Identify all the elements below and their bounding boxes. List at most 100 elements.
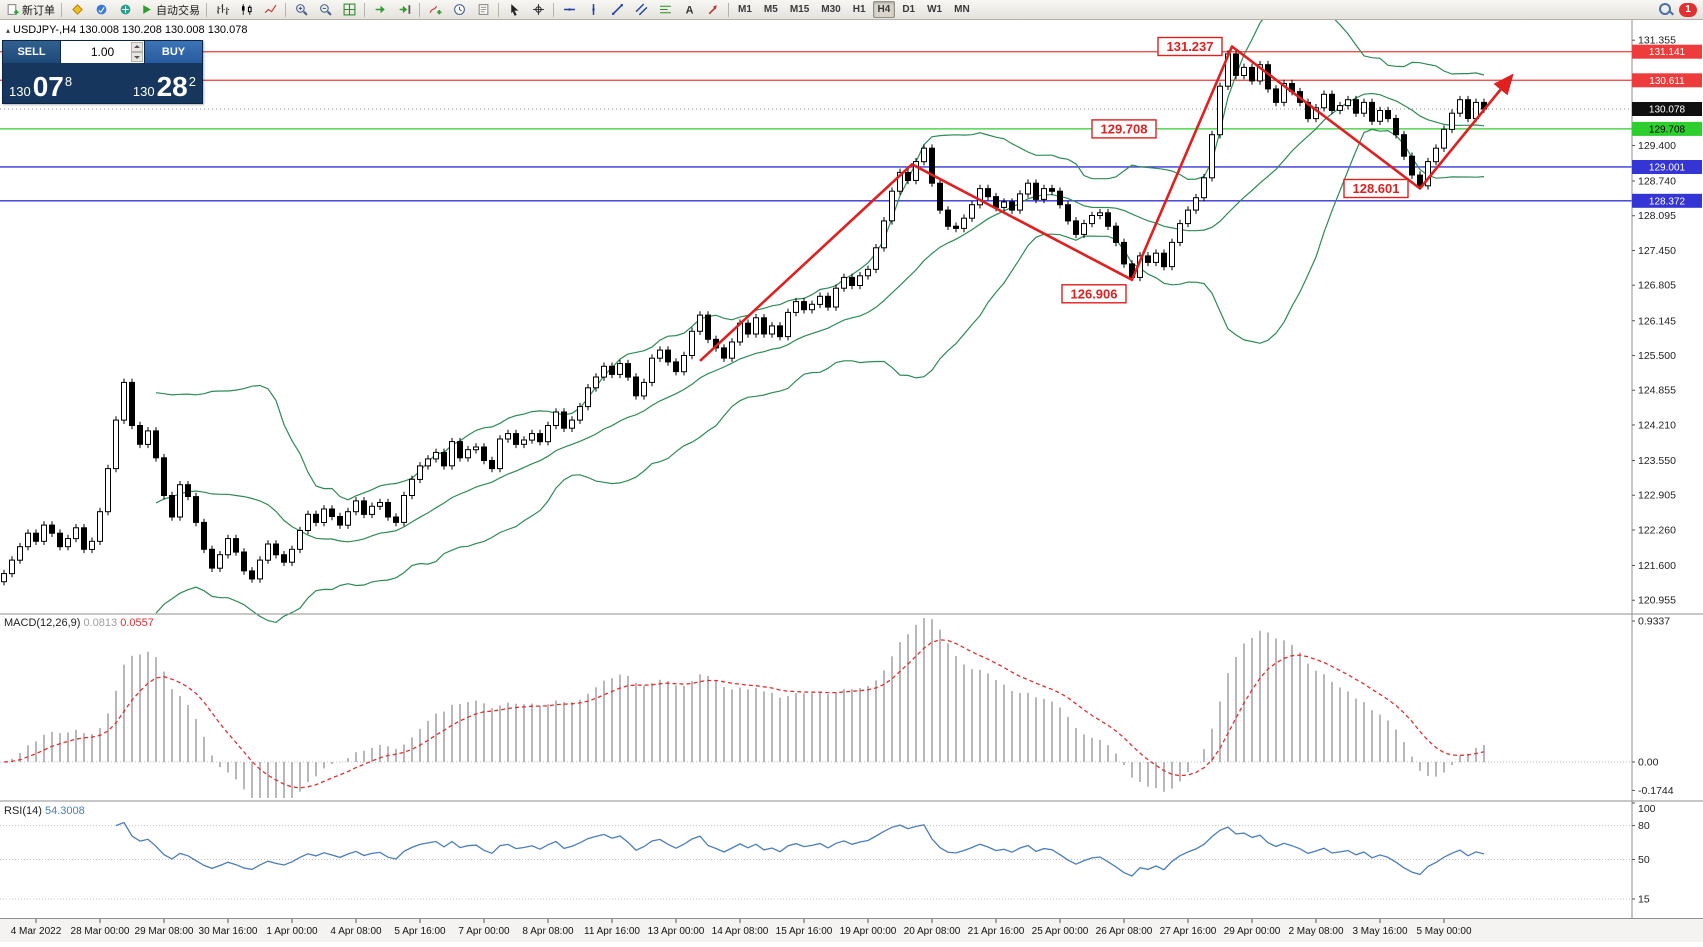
toolbar-separator (728, 2, 729, 17)
price-tick: 129.400 (1638, 140, 1676, 152)
trend-annotations: 131.237 129.708 126.906 128.601 (699, 36, 1514, 362)
auto-scroll-icon (375, 5, 385, 14)
text-label-button[interactable]: A (677, 0, 701, 20)
time-axis-labels: 4 Mar 2022 28 Mar 00:00 29 Mar 08:00 30 Mar… (11, 919, 1472, 937)
svg-text:0.00: 0.00 (1638, 757, 1659, 769)
svg-text:131.141: 131.141 (1649, 47, 1686, 58)
price-tick: 128.740 (1638, 176, 1676, 188)
zoom-out-button[interactable] (313, 0, 337, 20)
toolbar-right: 1 (1658, 2, 1700, 17)
time-tick: 28 Mar 00:00 (71, 926, 130, 937)
price-axis[interactable]: 131.355 129.400 128.740 128.095 127.450 126.8… (1631, 20, 1703, 919)
macd-signal-line (3, 639, 1485, 789)
zoom-in-button[interactable] (289, 0, 313, 20)
bar-chart-button[interactable] (210, 0, 234, 20)
time-tick: 27 Apr 16:00 (1160, 926, 1217, 937)
time-tick: 19 Apr 00:00 (840, 926, 897, 937)
cursor-button[interactable] (502, 0, 526, 20)
auto-scroll-button[interactable] (368, 0, 392, 20)
sell-button[interactable]: SELL (3, 41, 60, 63)
periods-button[interactable] (447, 0, 471, 20)
horizontal-lines (0, 51, 1632, 202)
trade-panel-prices: 130 07 8 130 28 2 (3, 63, 202, 103)
indicators-button[interactable] (423, 0, 447, 20)
cursor-icon (510, 4, 518, 16)
svg-text:129.001: 129.001 (1649, 163, 1686, 174)
trend-zigzag[interactable] (699, 45, 1421, 362)
time-tick: 3 May 16:00 (1352, 926, 1407, 937)
timeframe-h1-button[interactable]: H1 (852, 4, 866, 15)
channel-button[interactable] (629, 0, 653, 20)
time-tick: 5 Apr 16:00 (394, 926, 446, 937)
svg-text:128.372: 128.372 (1649, 196, 1686, 207)
text-icon: A (685, 4, 693, 16)
price-annotation-128.601[interactable]: 128.601 (1343, 178, 1409, 199)
autotrading-button[interactable]: 自动交易 (137, 0, 203, 20)
timeframe-w1-button[interactable]: W1 (927, 4, 943, 15)
tile-icon (343, 3, 355, 16)
svg-text:80: 80 (1638, 820, 1650, 832)
search-icon[interactable] (1658, 2, 1673, 17)
rsi-label: RSI(14) 54.3008 (4, 805, 85, 817)
toolbar-separator (553, 2, 554, 17)
timeframe-m5-button[interactable]: M5 (763, 4, 778, 15)
timeframe-m1-button[interactable]: M1 (738, 4, 752, 15)
timeframe-m30-button[interactable]: M30 (821, 4, 841, 15)
timeframe-m15-button[interactable]: M15 (789, 4, 810, 15)
notification-badge[interactable]: 1 (1679, 2, 1697, 17)
timeframe-h4-button[interactable]: H4 (872, 1, 896, 18)
candles (1, 50, 1487, 586)
trendline-button[interactable] (605, 0, 629, 20)
svg-text:15: 15 (1638, 894, 1650, 906)
fibonacci-button[interactable] (653, 0, 677, 20)
price-tick: 120.955 (1638, 595, 1676, 607)
metaeditor-button[interactable] (65, 0, 89, 20)
toolbar-separator (419, 2, 420, 17)
price-annotation-129.708[interactable]: 129.708 (1091, 119, 1157, 139)
volume-stepper[interactable]: 1.00 (60, 41, 145, 63)
line-icon (264, 4, 276, 14)
price-annotation-126.906[interactable]: 126.906 (1061, 284, 1127, 304)
chart-shift-button[interactable] (392, 0, 416, 20)
chart-title: ▴ USDJPY-,H4 130.008 130.208 130.008 130… (6, 24, 247, 36)
toolbar: 新订单 自动交易 A M1 M5 M15 M30 H1 H4 D1 W1 MN 1 (0, 0, 1703, 20)
price-badge-129.001: 129.001 (1632, 160, 1702, 174)
timeframe-mn-button[interactable]: MN (954, 4, 970, 15)
price-tick: 126.145 (1638, 315, 1676, 327)
ask-prefix: 130 (132, 83, 155, 99)
time-tick: 4 Apr 08:00 (330, 926, 382, 937)
candlestick-chart-button[interactable] (234, 0, 258, 20)
new-order-button[interactable]: 新订单 (3, 0, 58, 20)
horizontal-line-button[interactable] (557, 0, 581, 20)
toolbar-separator (498, 2, 499, 17)
chart-shift-icon (399, 5, 410, 14)
price-badge-129.708: 129.708 (1632, 121, 1702, 136)
price-annotation-131.237[interactable]: 131.237 (1157, 36, 1223, 57)
tile-windows-button[interactable] (337, 0, 361, 20)
market-watch-button[interactable] (89, 0, 113, 20)
time-axis[interactable] (0, 919, 1703, 942)
price-tick: 127.450 (1638, 245, 1676, 257)
arrows-button[interactable] (701, 0, 725, 20)
templates-button[interactable] (471, 0, 495, 20)
line-chart-button[interactable] (258, 0, 282, 20)
volume-increase-button[interactable] (131, 42, 143, 52)
trend-arrow[interactable] (1418, 73, 1514, 190)
chart-title-text: USDJPY-,H4 130.008 130.208 130.008 130.0… (13, 24, 248, 36)
navigator-button[interactable] (113, 0, 137, 20)
price-tick: 131.355 (1638, 35, 1676, 47)
crosshair-button[interactable] (526, 0, 550, 20)
price-tick: 124.855 (1638, 385, 1676, 397)
ask-big-digits: 28 (156, 71, 188, 103)
timeframe-d1-button[interactable]: D1 (902, 4, 916, 15)
vertical-line-button[interactable] (581, 0, 605, 20)
volume-decrease-button[interactable] (131, 52, 143, 62)
new-order-icon (7, 4, 19, 15)
toolbar-separator (285, 2, 286, 17)
buy-button[interactable]: BUY (145, 41, 202, 63)
indicators-icon (429, 5, 441, 15)
svg-text:-0.1744: -0.1744 (1638, 785, 1674, 797)
toolbar-separator (364, 2, 365, 17)
svg-text:130.611: 130.611 (1649, 76, 1685, 87)
